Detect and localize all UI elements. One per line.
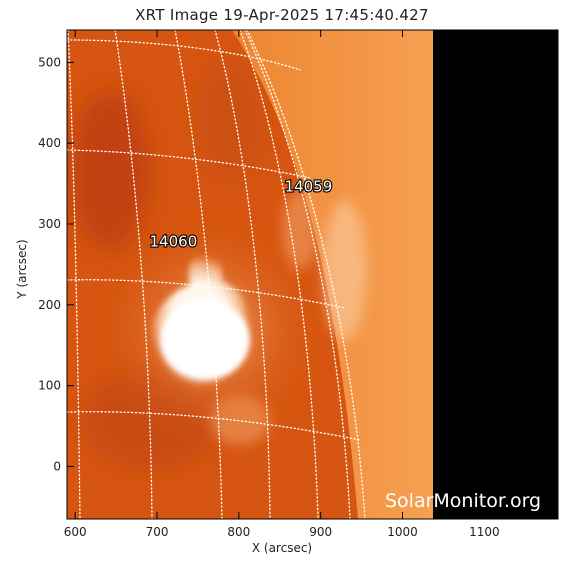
x-tick-label: 900 [309,525,332,539]
y-tick-label: 200 [38,298,61,312]
x-tick-label: 1100 [469,525,500,539]
y-tick-label: 400 [38,136,61,150]
flare-core [147,251,254,391]
active-region-label: 14059 [285,178,333,196]
x-axis-ticks: 600 700 800 900 1000 1100 [64,30,500,539]
x-tick-label: 700 [146,525,169,539]
image-area [67,30,558,519]
y-tick-label: 300 [38,217,61,231]
x-axis-label: X (arcsec) [251,541,313,555]
plot-frame [66,29,559,520]
y-tick-label: 0 [53,459,61,473]
y-tick-label: 100 [38,379,61,393]
active-region-labels: 14059 14060 [148,177,333,252]
x-tick-label: 600 [64,525,87,539]
image-title: XRT Image 19-Apr-2025 17:45:40.427 [135,6,429,24]
x-tick-label: 800 [227,525,250,539]
y-tick-label: 500 [38,55,61,69]
heliographic-grid [67,30,366,519]
x-tick-label: 1000 [387,525,418,539]
active-region-label: 14060 [150,233,198,251]
y-axis-ticks: 500 400 300 200 100 0 [38,55,558,473]
watermark-text: SolarMonitor.org [385,490,541,512]
y-axis-label: Y (arcsec) [15,239,29,299]
